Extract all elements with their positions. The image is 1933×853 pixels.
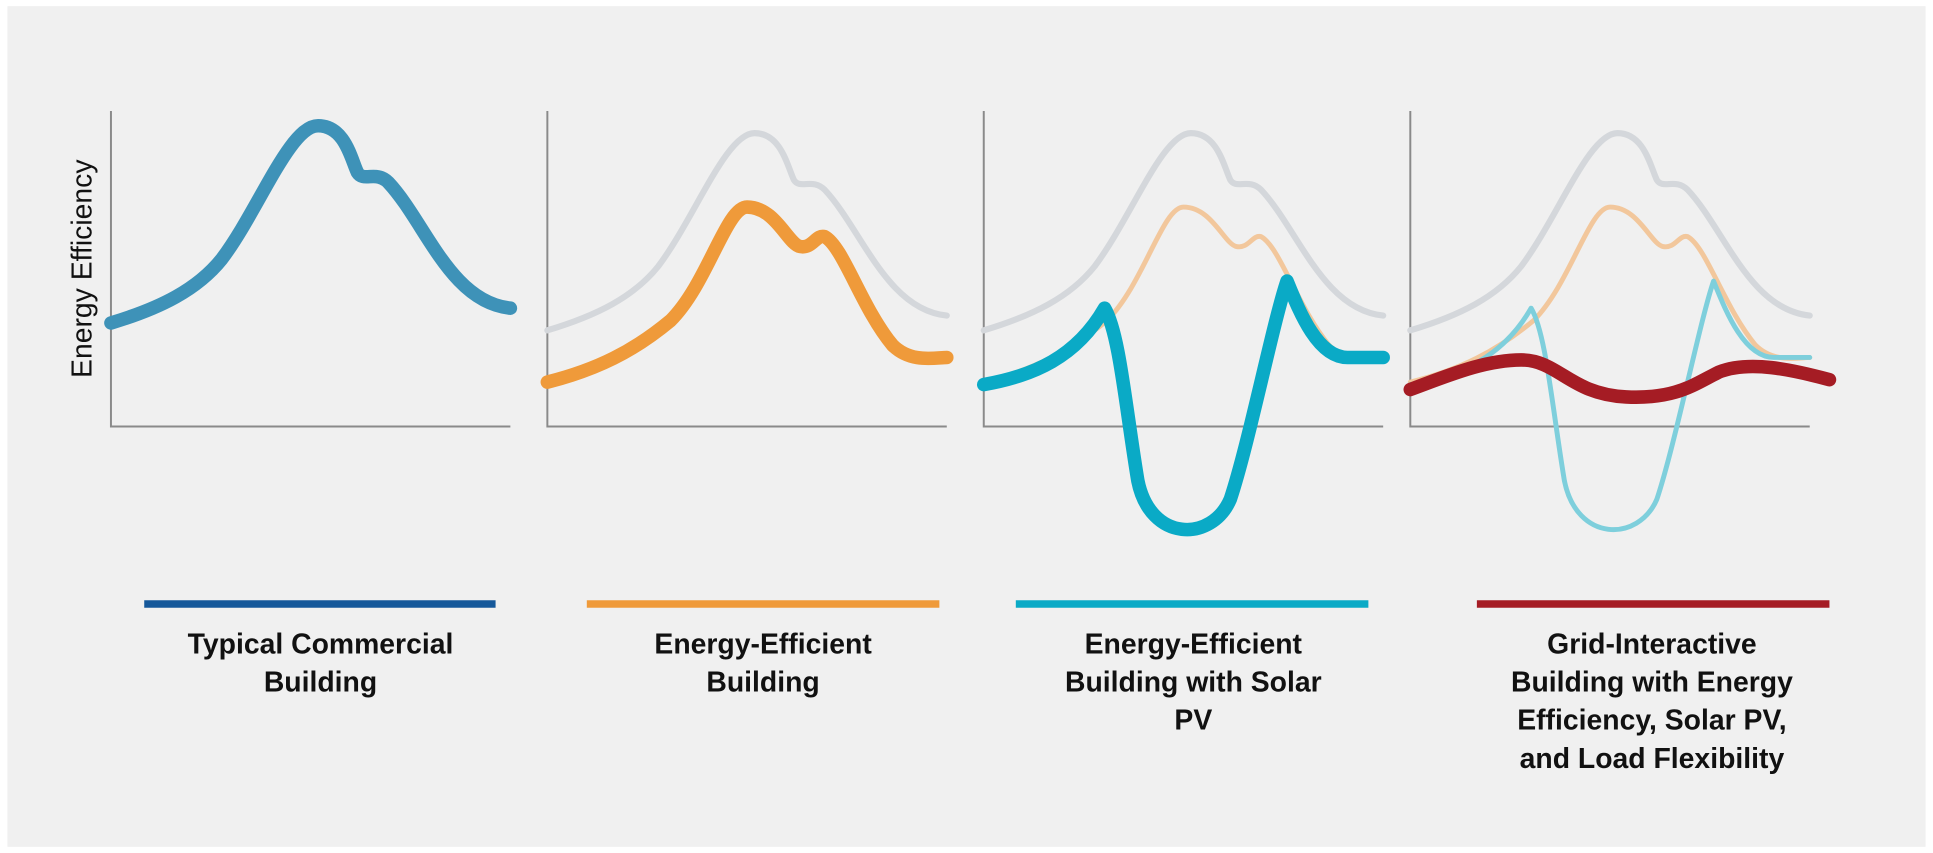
panel	[546, 110, 947, 428]
panel-label: Grid-Interactive	[1547, 628, 1757, 660]
panel-label: Energy-Efficient	[654, 628, 872, 660]
panel-label: Building with Solar	[1065, 667, 1322, 699]
panel	[109, 110, 511, 428]
panel-label: Efficiency, Solar PV,	[1517, 705, 1786, 737]
panel	[1403, 110, 1837, 530]
panel-label: Energy-Efficient	[1085, 628, 1303, 660]
panel-label: Building	[264, 667, 377, 699]
panel	[984, 110, 1383, 530]
panel-label: Building	[706, 667, 819, 699]
axes	[546, 110, 947, 428]
y-axis-label: Energy Efficiency	[66, 159, 98, 378]
panel-label: PV	[1174, 705, 1212, 737]
panel-label: and Load Flexibility	[1520, 743, 1785, 775]
grid-interactive-curve	[1403, 353, 1837, 404]
axes	[109, 110, 511, 428]
labels: Typical Commercial Building Energy-Efficie…	[188, 628, 1793, 775]
panel-label: Typical Commercial	[188, 628, 454, 660]
panel-label: Building with Energy	[1511, 667, 1793, 699]
